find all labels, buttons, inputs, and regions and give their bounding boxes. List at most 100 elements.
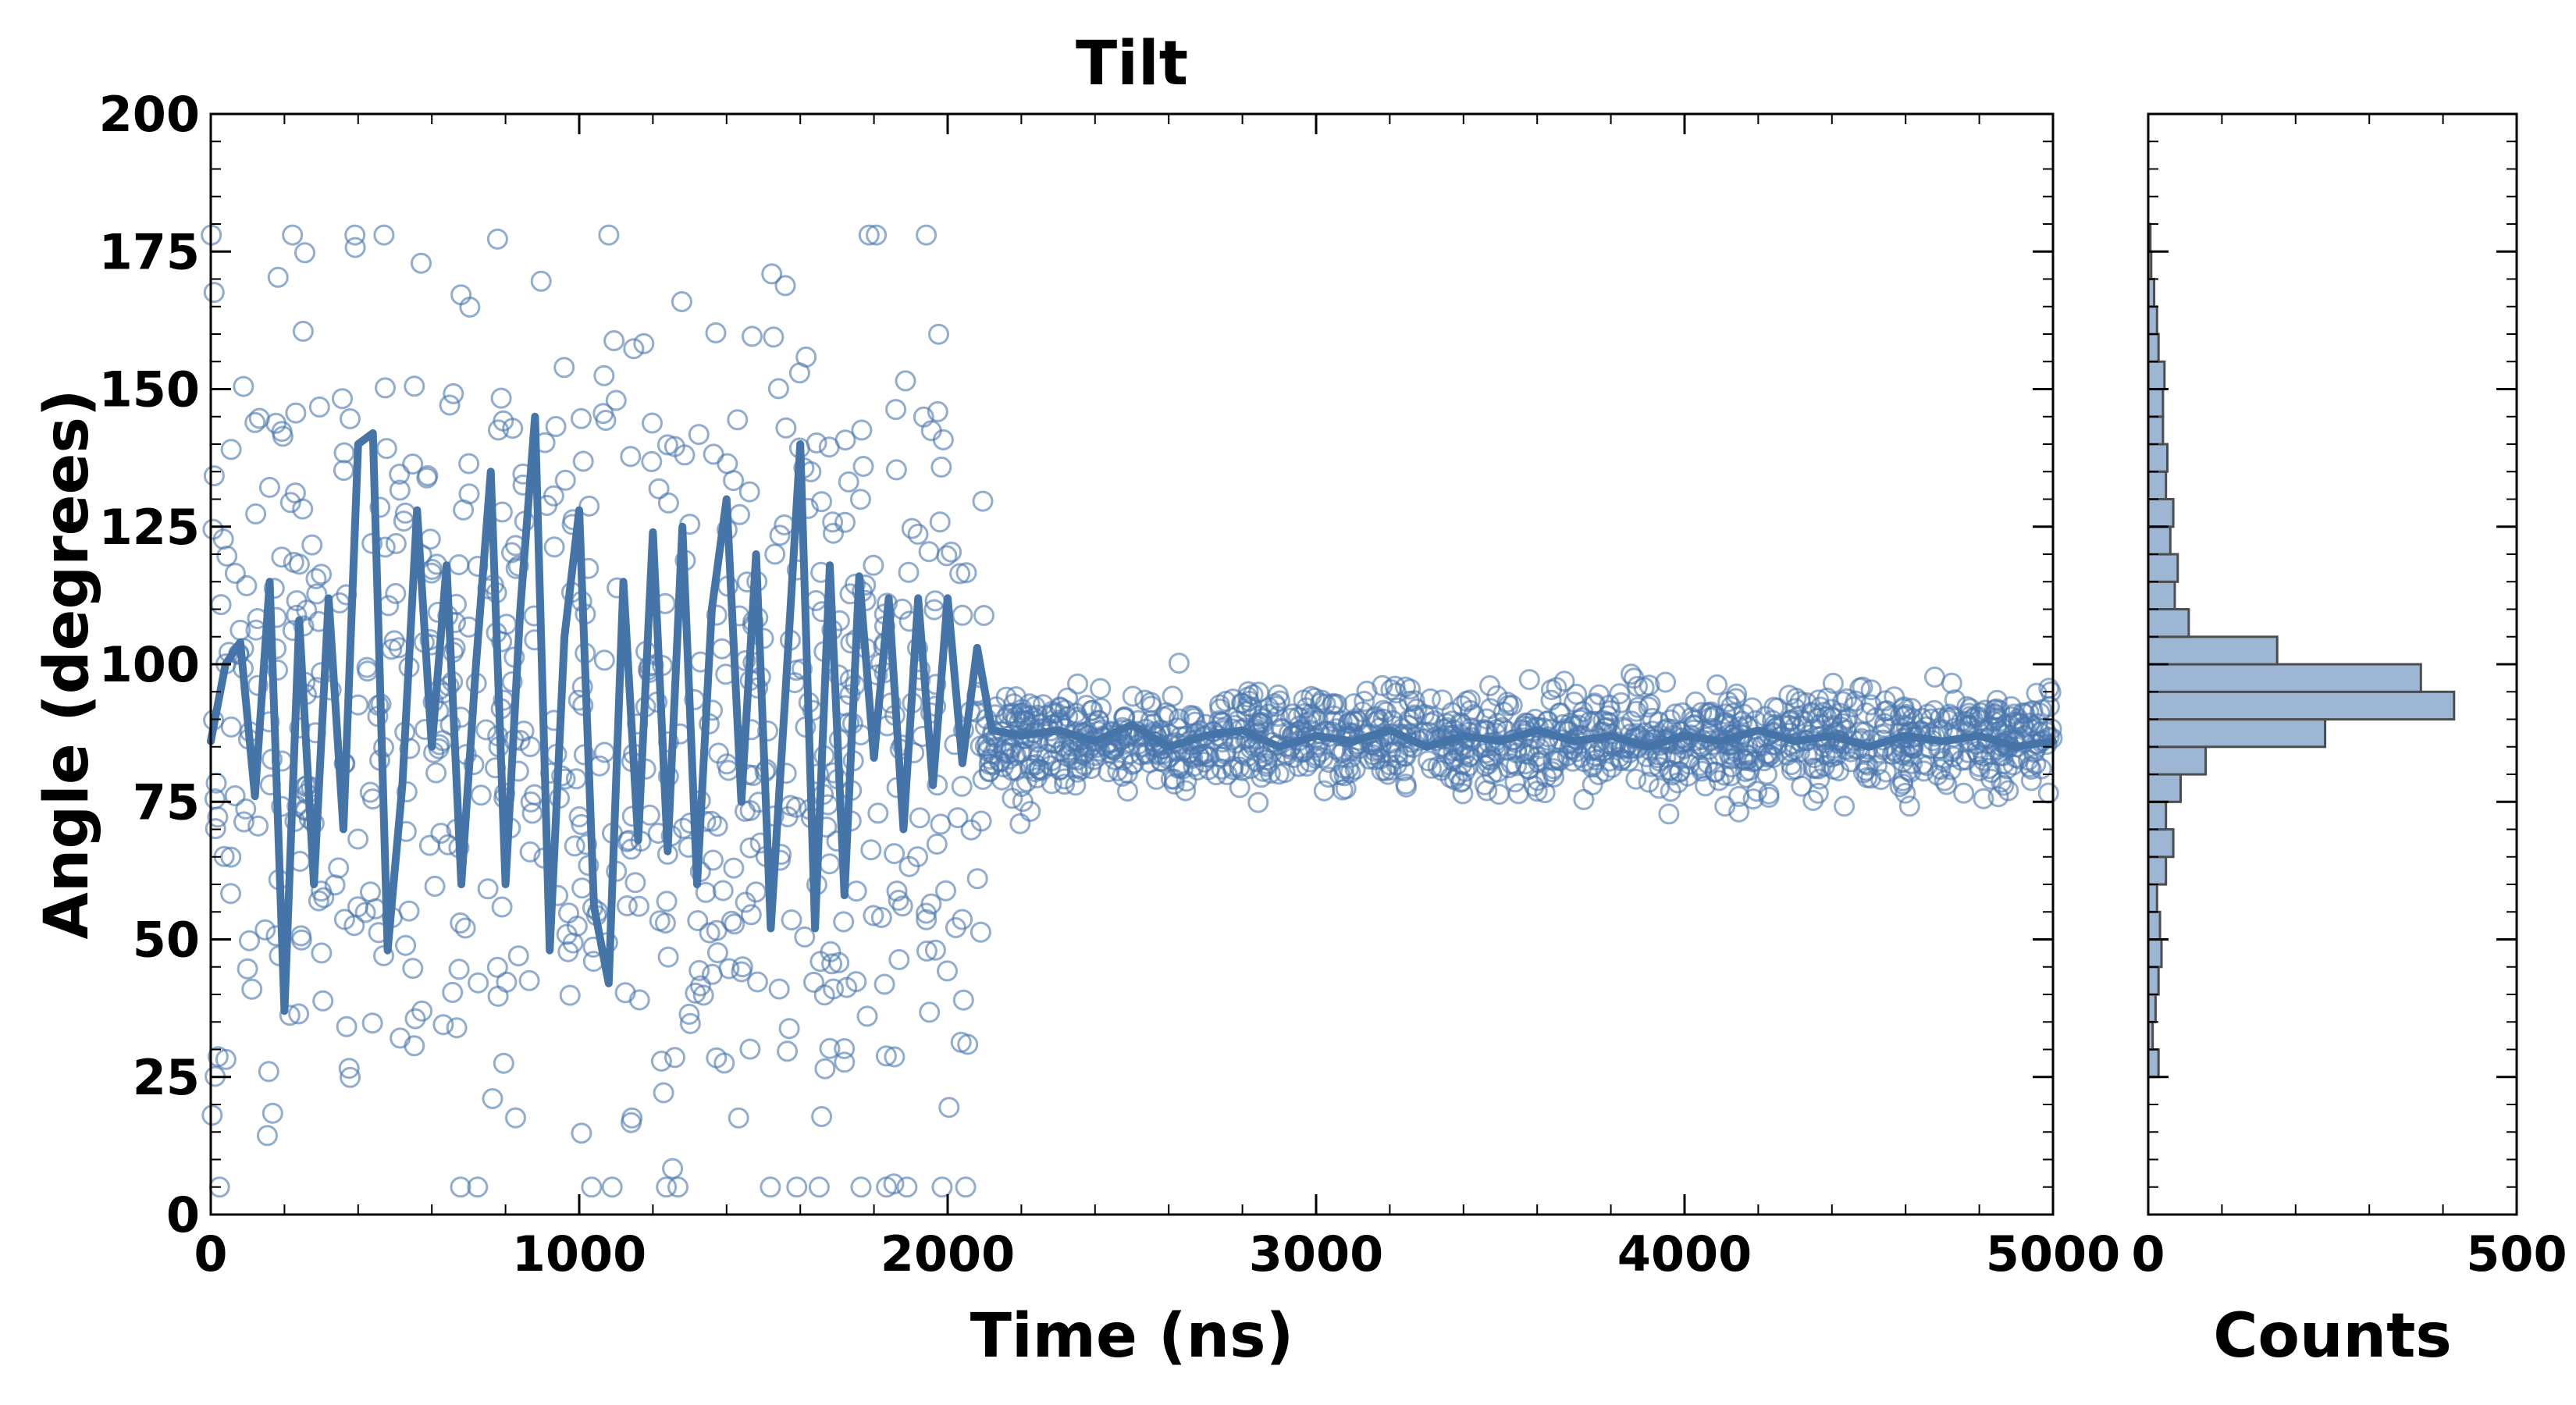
scatter-point <box>1638 771 1660 793</box>
y-tick-label: 25 <box>133 1049 200 1106</box>
scatter-point <box>1091 698 1112 719</box>
scatter-point <box>951 775 973 797</box>
scatter-point <box>235 798 257 820</box>
scatter-point <box>884 843 906 865</box>
x-tick-label: 1000 <box>512 1225 647 1282</box>
scatter-point <box>833 911 855 933</box>
scatter-point <box>728 1107 749 1129</box>
scatter-point <box>764 543 786 565</box>
scatter-point <box>301 534 323 556</box>
scatter-point <box>1715 712 1737 734</box>
histogram-bar <box>2147 333 2160 363</box>
scatter-point <box>1751 735 1773 757</box>
scatter-point <box>486 956 508 978</box>
scatter-point <box>1479 675 1500 696</box>
scatter-point <box>328 857 350 879</box>
scatter-point <box>1625 768 1647 790</box>
scatter-point <box>1802 757 1824 779</box>
scatter-point <box>870 906 892 928</box>
scatter-point <box>1735 750 1756 772</box>
scatter-point <box>2022 700 2044 721</box>
scatter-point <box>1973 788 1994 809</box>
scatter-point <box>417 465 439 486</box>
scatter-point <box>718 958 740 980</box>
scatter-point <box>518 969 540 991</box>
scatter-point <box>947 807 969 829</box>
y-tick-label: 150 <box>99 361 200 418</box>
scatter-point <box>1639 693 1661 715</box>
scatter-point <box>654 912 676 934</box>
scatter-point <box>598 224 620 246</box>
x-tick-label: 0 <box>194 1225 227 1282</box>
scatter-point <box>1611 749 1633 770</box>
scatter-point <box>985 736 1007 758</box>
scatter-point <box>338 1058 360 1080</box>
x-axis-label: Time (ns) <box>970 1301 1294 1371</box>
scatter-point <box>803 971 824 993</box>
scatter-point <box>1487 761 1509 783</box>
scatter-point <box>402 958 424 980</box>
scatter-point <box>1021 740 1043 762</box>
scatter-point <box>1166 717 1188 739</box>
scatter-point <box>220 846 242 868</box>
scatter-point <box>1488 784 1510 806</box>
scatter-point <box>778 1018 800 1040</box>
scatter-point <box>308 396 330 418</box>
scatter-point <box>220 716 242 738</box>
scatter-point <box>1993 774 2015 796</box>
scatter-point <box>1832 691 1854 713</box>
scatter-point <box>571 1122 592 1144</box>
scatter-point <box>777 1040 799 1062</box>
scatter-point <box>343 915 365 937</box>
scatter-point <box>1564 735 1585 756</box>
scatter-point <box>470 784 492 806</box>
scatter-point <box>1237 686 1259 708</box>
scatter-point <box>760 1176 781 1198</box>
scatter-point <box>938 1097 960 1119</box>
scatter-point <box>875 1045 897 1067</box>
scatter-point <box>1066 761 1088 783</box>
scatter-point <box>1514 753 1536 775</box>
histogram-bar <box>2147 415 2165 446</box>
scatter-point <box>653 1082 674 1104</box>
scatter-point <box>402 454 424 475</box>
scatter-point <box>706 942 728 964</box>
scatter-point <box>1247 791 1269 813</box>
scatter-point <box>935 880 956 902</box>
scatter-point <box>1122 685 1144 707</box>
scatter-point <box>688 959 710 981</box>
scatter-point <box>840 632 862 654</box>
scatter-point <box>404 1008 426 1030</box>
scatter-point <box>919 1001 941 1023</box>
scatter-point <box>763 326 785 348</box>
scatter-point <box>757 720 778 742</box>
smoothed-line-path <box>207 412 2057 1016</box>
scatter-point <box>876 1176 898 1198</box>
histogram-bar <box>2147 580 2176 610</box>
scatter-point <box>292 320 314 342</box>
scatter-point <box>1528 738 1550 759</box>
scatter-point <box>411 252 432 274</box>
scatter-point <box>924 939 946 961</box>
scatter-points <box>201 224 2063 1198</box>
scatter-point <box>689 975 711 997</box>
scatter-point <box>396 781 418 802</box>
scatter-point <box>1583 694 1605 716</box>
time-series-panel: Tilt 0 1000 2000 3000 4000 5000 0 25 50 75 100 125… <box>32 29 2120 1371</box>
scatter-point <box>974 735 996 757</box>
scatter-point <box>1542 749 1564 771</box>
scatter-point <box>1457 755 1479 777</box>
scatter-point <box>1708 770 1730 791</box>
scatter-point <box>858 224 880 246</box>
scatter-point <box>1040 755 1062 777</box>
scatter-point <box>1573 788 1595 810</box>
scatter-point <box>1088 710 1110 731</box>
scatter-point <box>1153 706 1175 727</box>
scatter-point <box>1454 744 1475 766</box>
scatter-point <box>477 878 499 900</box>
scatter-point <box>641 450 663 472</box>
scatter-point <box>1969 759 1991 781</box>
scatter-point <box>224 785 246 806</box>
scatter-point <box>727 409 749 431</box>
scatter-point <box>373 224 395 246</box>
